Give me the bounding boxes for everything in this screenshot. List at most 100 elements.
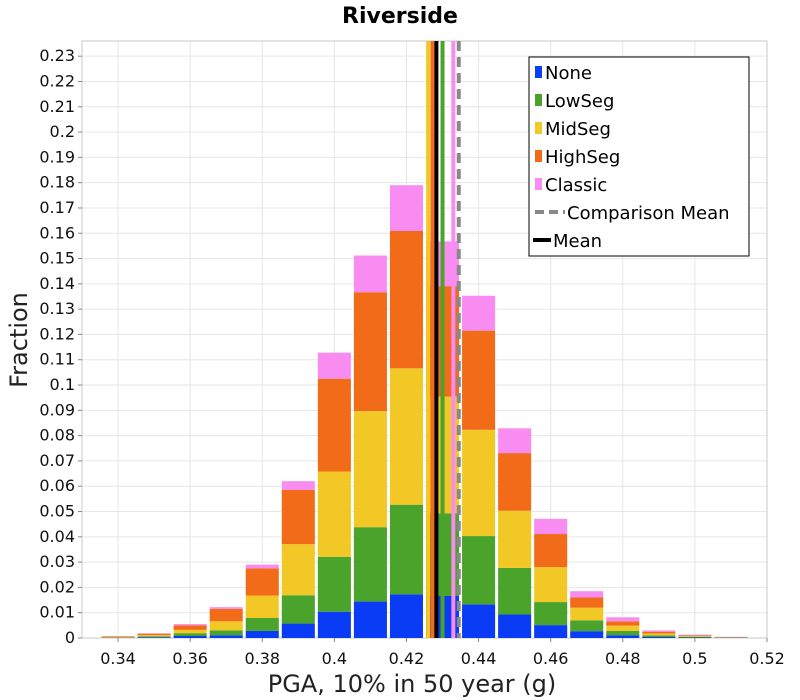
bar-midseg-7 [353,411,387,528]
bar-none-7 [353,601,387,638]
bar-midseg-0 [101,636,135,638]
bar-classic-12 [534,518,568,535]
y-tick-label-15: 0.15 [39,249,75,268]
bar-lowseg-15 [642,635,676,637]
bar-highseg-5 [281,489,315,545]
bar-none-13 [570,631,604,638]
x-axis-ticks: 0.34 0.36 0.38 0.4 0.42 0.44 0.46 0.48 0.5 0.52 [100,638,785,668]
legend-swatch-none [535,66,542,78]
bar-lowseg-14 [606,630,640,636]
bar-highseg-6 [317,378,351,472]
bar-none-16 [678,637,712,638]
bar-highseg-7 [353,292,387,412]
y-tick-label-9: 0.09 [39,400,75,419]
bar-classic-1 [137,633,171,634]
bar-midseg-12 [534,567,568,603]
bar-classic-6 [317,352,351,379]
x-tick-label-2: 0.38 [244,649,280,668]
y-tick-label-14: 0.14 [39,274,75,293]
bar-none-8 [389,594,423,638]
bar-midseg-10 [462,429,496,537]
bar-midseg-11 [498,510,532,568]
bar-highseg-0 [101,636,135,637]
bar-none-2 [173,635,207,638]
y-tick-label-2: 0.02 [39,577,75,596]
legend-label-midseg: MidSeg [545,119,611,140]
bar-classic-15 [642,630,676,632]
legend-label-highseg: HighSeg [545,147,620,168]
legend-swatch-classic [535,178,542,190]
bar-none-14 [606,635,640,638]
bar-lowseg-4 [245,618,279,631]
x-tick-label-1: 0.36 [172,649,208,668]
bar-classic-16 [678,634,712,636]
x-tick-label-5: 0.44 [461,649,497,668]
y-tick-label-0: 0 [65,628,75,647]
legend-label-none: None [545,63,592,84]
bar-none-1 [137,637,171,638]
bar-midseg-1 [137,634,171,637]
y-tick-label-1: 0.01 [39,603,75,622]
bar-lowseg-11 [498,567,532,615]
bar-highseg-8 [389,230,423,369]
legend-box [528,56,750,257]
bar-classic-7 [353,255,387,293]
bar-classic-3 [209,607,243,609]
bar-highseg-13 [570,597,604,608]
bar-classic-11 [498,428,532,454]
bar-classic-4 [245,564,279,569]
y-axis-label: Fraction [5,292,33,388]
bar-none-11 [498,614,532,638]
y-tick-label-12: 0.12 [39,324,75,343]
x-axis-label: PGA, 10% in 50 year (g) [268,670,557,698]
bar-none-3 [209,635,243,638]
bar-highseg-16 [678,635,712,636]
bar-lowseg-3 [209,630,243,636]
bar-classic-8 [389,185,423,231]
y-tick-label-18: 0.18 [39,173,75,192]
bar-midseg-6 [317,471,351,557]
legend-swatch-highseg [535,150,542,162]
bar-lowseg-7 [353,527,387,602]
bar-none-4 [245,630,279,638]
bar-none-10 [462,604,496,638]
bar-midseg-5 [281,544,315,596]
y-tick-label-6: 0.06 [39,476,75,495]
y-tick-label-22: 0.22 [39,71,75,90]
bar-midseg-8 [389,368,423,505]
bar-lowseg-8 [389,504,423,595]
legend-swatch-lowseg [535,94,542,106]
bar-highseg-10 [462,330,496,430]
y-tick-label-5: 0.05 [39,502,75,521]
y-tick-label-10: 0.1 [50,375,75,394]
bar-highseg-15 [642,631,676,634]
y-tick-label-4: 0.04 [39,527,75,546]
y-tick-label-13: 0.13 [39,299,75,318]
y-tick-label-8: 0.08 [39,426,75,445]
mean-lines-group [426,41,461,638]
y-tick-label-21: 0.21 [39,97,75,116]
bar-none-12 [534,625,568,638]
bar-midseg-2 [173,629,207,634]
y-tick-label-23: 0.23 [39,46,75,65]
bar-classic-5 [281,481,315,490]
bar-lowseg-13 [570,620,604,632]
chart-title: Riverside [342,4,458,29]
legend-swatch-midseg [535,122,542,134]
x-tick-label-7: 0.48 [605,649,641,668]
bar-lowseg-5 [281,595,315,624]
x-tick-label-3: 0.4 [322,649,347,668]
bar-highseg-1 [137,633,171,635]
y-tick-label-3: 0.03 [39,552,75,571]
bar-midseg-16 [678,635,712,637]
bar-lowseg-1 [137,636,171,638]
bar-lowseg-10 [462,536,496,605]
legend-label-mean: Mean [553,231,602,252]
y-tick-label-17: 0.17 [39,198,75,217]
bar-lowseg-6 [317,556,351,612]
y-tick-label-20: 0.2 [50,122,75,141]
bar-none-15 [642,636,676,638]
y-tick-label-19: 0.19 [39,147,75,166]
y-axis-ticks: 0 0.01 0.02 0.03 0.04 0.05 0.06 0.07 0.08 0.09 0.1… [39,46,82,647]
